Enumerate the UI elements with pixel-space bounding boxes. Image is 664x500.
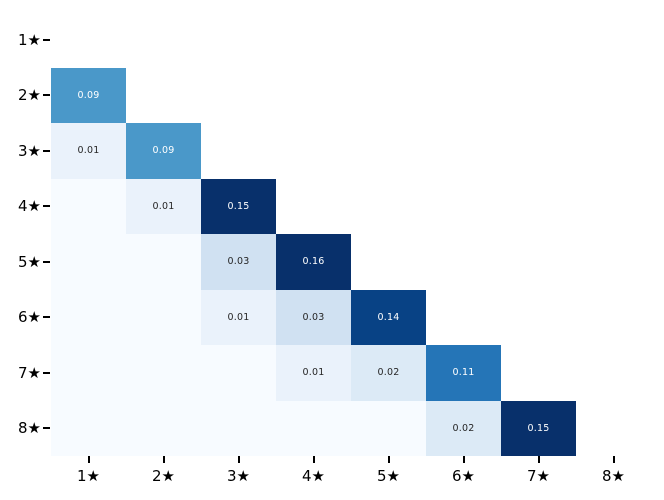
heatmap-cell: 0.15 (201, 178, 276, 234)
x-tick-mark (537, 456, 540, 463)
y-tick-label: 7★ (18, 363, 41, 382)
heatmap-cell: 0.01 (126, 178, 201, 234)
cell-value-label: 0.11 (452, 367, 475, 378)
cell-value-label: 0.16 (302, 256, 325, 267)
heatmap-cell (51, 400, 126, 456)
heatmap-cell: 0.14 (351, 289, 426, 345)
heatmap-cell: 0.03 (201, 234, 276, 290)
heatmap-cell (51, 178, 126, 234)
cell-value-label: 0.01 (77, 145, 100, 156)
x-tick-label: 6★ (452, 467, 475, 485)
heatmap-cell: 0.15 (501, 400, 576, 456)
cell-value-label: 0.09 (152, 145, 175, 156)
y-tick-label: 4★ (18, 197, 41, 216)
cell-value-label: 0.01 (302, 367, 325, 378)
heatmap-cell (351, 400, 426, 456)
y-tick-label: 1★ (18, 30, 41, 49)
cell-value-label: 0.02 (452, 422, 475, 434)
y-tick-mark (43, 316, 50, 319)
heatmap-cell (276, 400, 351, 456)
heatmap-cell (201, 345, 276, 401)
x-tick-mark (387, 456, 390, 463)
y-tick-label: 2★ (18, 86, 41, 105)
heatmap-cell: 0.02 (426, 400, 501, 456)
y-tick-mark (43, 38, 50, 41)
cell-value-label: 0.03 (227, 256, 250, 267)
x-tick-label: 1★ (77, 467, 100, 485)
heatmap-cell: 0.02 (351, 345, 426, 401)
heatmap-cell (126, 400, 201, 456)
cell-value-label: 0.09 (77, 89, 100, 101)
cell-value-label: 0.01 (227, 311, 250, 323)
y-tick-label: 3★ (18, 141, 41, 160)
x-tick-label: 2★ (152, 467, 175, 485)
cell-value-label: 0.03 (302, 311, 325, 323)
y-tick-mark (43, 371, 50, 374)
y-tick-label: 5★ (18, 252, 41, 271)
heatmap-cell (126, 345, 201, 401)
heatmap-cell: 0.11 (426, 345, 501, 401)
x-tick-label: 4★ (302, 467, 325, 485)
cell-value-label: 0.02 (377, 367, 400, 378)
cell-value-label: 0.15 (227, 200, 250, 212)
x-tick-mark (612, 456, 615, 463)
x-tick-label: 8★ (602, 467, 625, 485)
y-tick-mark (43, 149, 50, 152)
heatmap-cell (126, 289, 201, 345)
heatmap-cell: 0.01 (51, 123, 126, 179)
x-tick-label: 5★ (377, 467, 400, 485)
heatmap-cell: 0.01 (276, 345, 351, 401)
heatmap-cell: 0.01 (201, 289, 276, 345)
heatmap-cell: 0.03 (276, 289, 351, 345)
heatmap-plot-area: 0.09 0.01 0.09 0.01 0.15 0.03 0.16 0.01 0.03 0.14… (51, 12, 651, 456)
cell-value-label: 0.15 (527, 422, 550, 434)
heatmap-cell (201, 400, 276, 456)
heatmap-cell (126, 234, 201, 290)
y-tick-mark (43, 427, 50, 430)
heatmap-cell (51, 345, 126, 401)
x-tick-mark (162, 456, 165, 463)
x-tick-label: 7★ (527, 467, 550, 485)
heatmap-cell (51, 234, 126, 290)
x-tick-label: 3★ (227, 467, 250, 485)
heatmap-cell (51, 289, 126, 345)
x-tick-mark (237, 456, 240, 463)
cell-value-label: 0.14 (377, 311, 400, 323)
heatmap-cell: 0.09 (51, 67, 126, 123)
y-tick-label: 6★ (18, 308, 41, 327)
x-tick-mark (312, 456, 315, 463)
x-tick-mark (87, 456, 90, 463)
cell-value-label: 0.01 (152, 200, 175, 212)
y-tick-mark (43, 94, 50, 97)
y-tick-mark (43, 205, 50, 208)
heatmap-cell: 0.16 (276, 234, 351, 290)
x-tick-mark (462, 456, 465, 463)
y-tick-label: 8★ (18, 419, 41, 438)
y-tick-mark (43, 260, 50, 263)
heatmap-cell: 0.09 (126, 123, 201, 179)
